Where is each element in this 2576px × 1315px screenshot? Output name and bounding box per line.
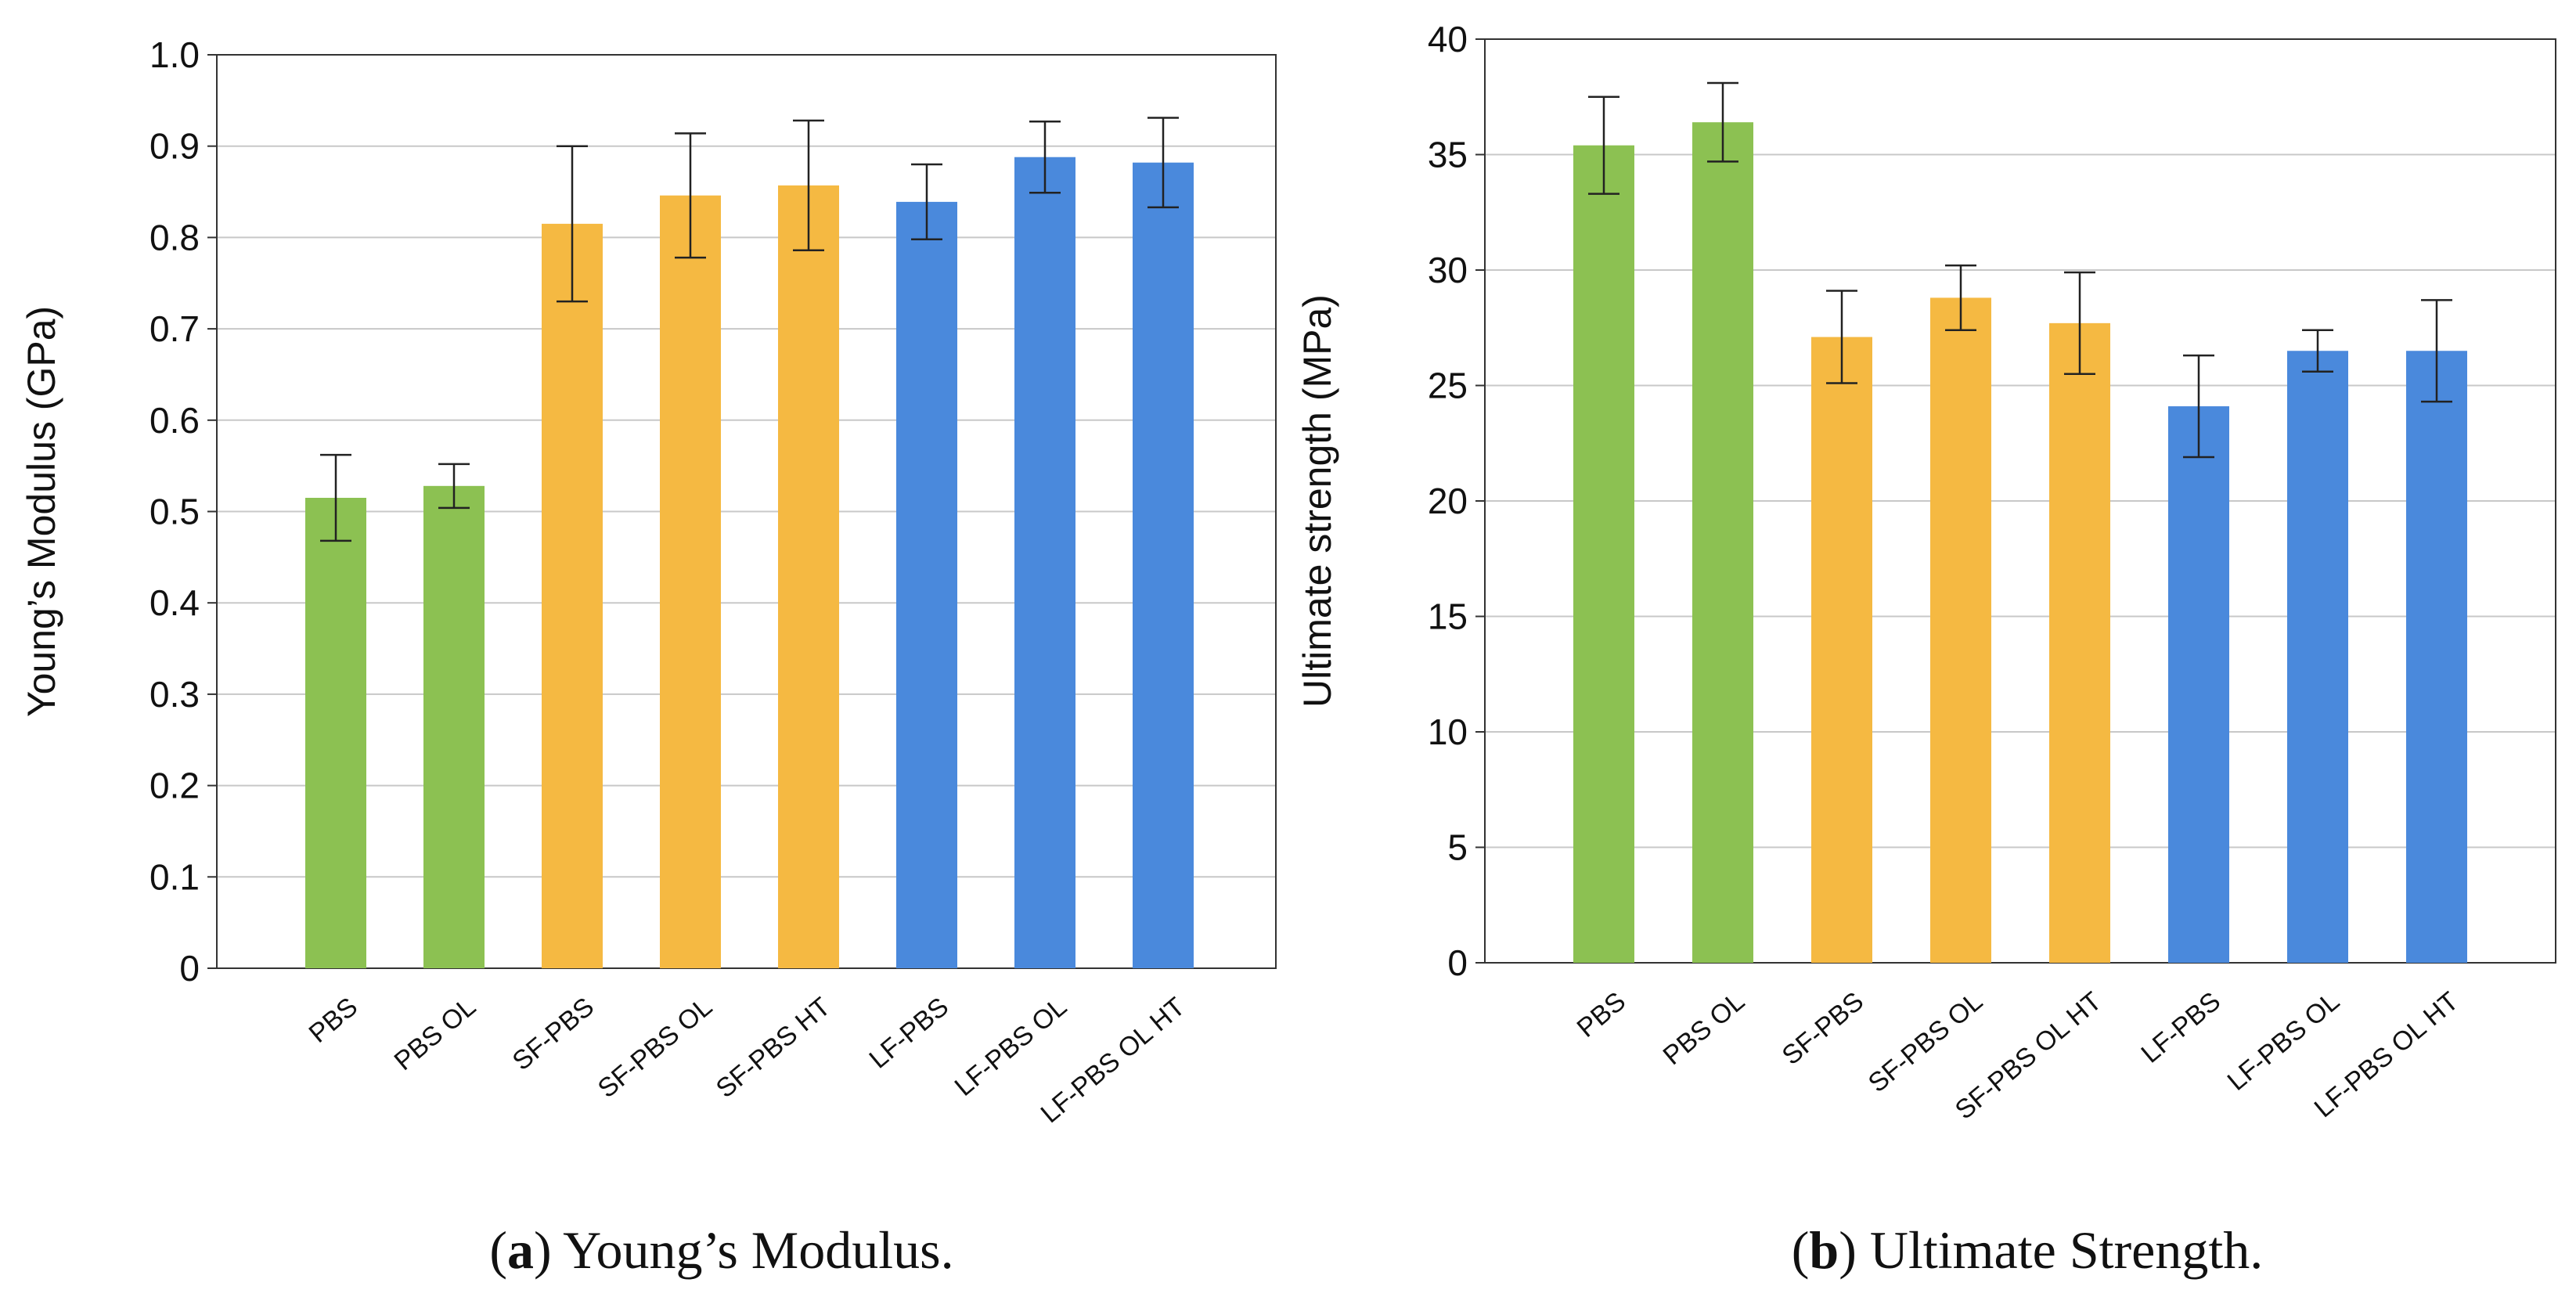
category-label: SF-PBS [507, 992, 600, 1076]
figure-caption: (a) Young’s Modulus. [489, 1220, 953, 1280]
y-tick-label: 0 [1447, 942, 1468, 983]
figure-caption: (b) Ultimate Strength. [1792, 1220, 2264, 1280]
category-label: PBS [304, 992, 364, 1049]
y-tick-label: 30 [1428, 250, 1468, 290]
y-tick-label: 10 [1428, 712, 1468, 752]
y-tick-label: 0.2 [150, 766, 200, 806]
bar [2406, 351, 2467, 963]
y-tick-label: 40 [1428, 19, 1468, 59]
bar [542, 223, 603, 968]
bar [2287, 351, 2348, 963]
bar [305, 497, 366, 968]
bar [1692, 122, 1753, 964]
bar [2168, 406, 2229, 963]
y-tick-label: 15 [1428, 596, 1468, 637]
bar [896, 201, 957, 969]
y-tick-label: 0 [179, 948, 200, 989]
category-label: SF-PBS OL [1863, 986, 1988, 1098]
category-label: SF-PBS OL [593, 992, 718, 1104]
y-tick-label: 5 [1447, 827, 1468, 868]
y-tick-label: 20 [1428, 481, 1468, 521]
bar [423, 485, 485, 968]
category-label: LF-PBS OL [949, 992, 1073, 1102]
y-tick-label: 0.1 [150, 856, 200, 897]
bar [1133, 162, 1194, 968]
y-tick-label: 1.0 [150, 34, 200, 75]
y-tick-label: 0.7 [150, 308, 200, 349]
y-tick-label: 0.4 [150, 582, 200, 623]
y-axis-label: Young’s Modulus (GPa) [20, 306, 63, 717]
category-label: LF-PBS [864, 992, 955, 1075]
bar [660, 195, 721, 968]
y-tick-label: 0.3 [150, 674, 200, 715]
category-label: SF-PBS HT [711, 992, 836, 1104]
category-label: LF-PBS [2136, 986, 2227, 1069]
y-tick-label: 0.8 [150, 217, 200, 258]
bar [1930, 297, 1991, 963]
y-tick-label: 0.6 [150, 400, 200, 441]
young-modulus-chart: 0 0.1 0.2 0.3 0.4 0.5 0.6 0.7 0.8 0.9 1.0 PBS PBS OL… [20, 34, 1277, 1280]
bar [1573, 145, 1634, 964]
bar [2049, 322, 2110, 964]
plot-frame [1484, 38, 2556, 964]
category-label: SF-PBS [1777, 986, 1870, 1071]
y-axis-label: Ultimate strength (MPa) [1295, 294, 1339, 708]
y-tick-label: 0.9 [150, 126, 200, 167]
y-tick-label: 35 [1428, 135, 1468, 175]
y-tick-label: 25 [1428, 366, 1468, 406]
bar [1811, 337, 1872, 963]
plot-frame [216, 54, 1277, 969]
category-label: PBS OL [389, 992, 482, 1076]
category-label: PBS OL [1658, 986, 1751, 1071]
y-tick-label: 0.5 [150, 492, 200, 532]
bar [778, 185, 839, 969]
bar [1014, 157, 1075, 969]
category-label: PBS [1572, 986, 1632, 1043]
category-label: LF-PBS OL [2222, 986, 2346, 1097]
